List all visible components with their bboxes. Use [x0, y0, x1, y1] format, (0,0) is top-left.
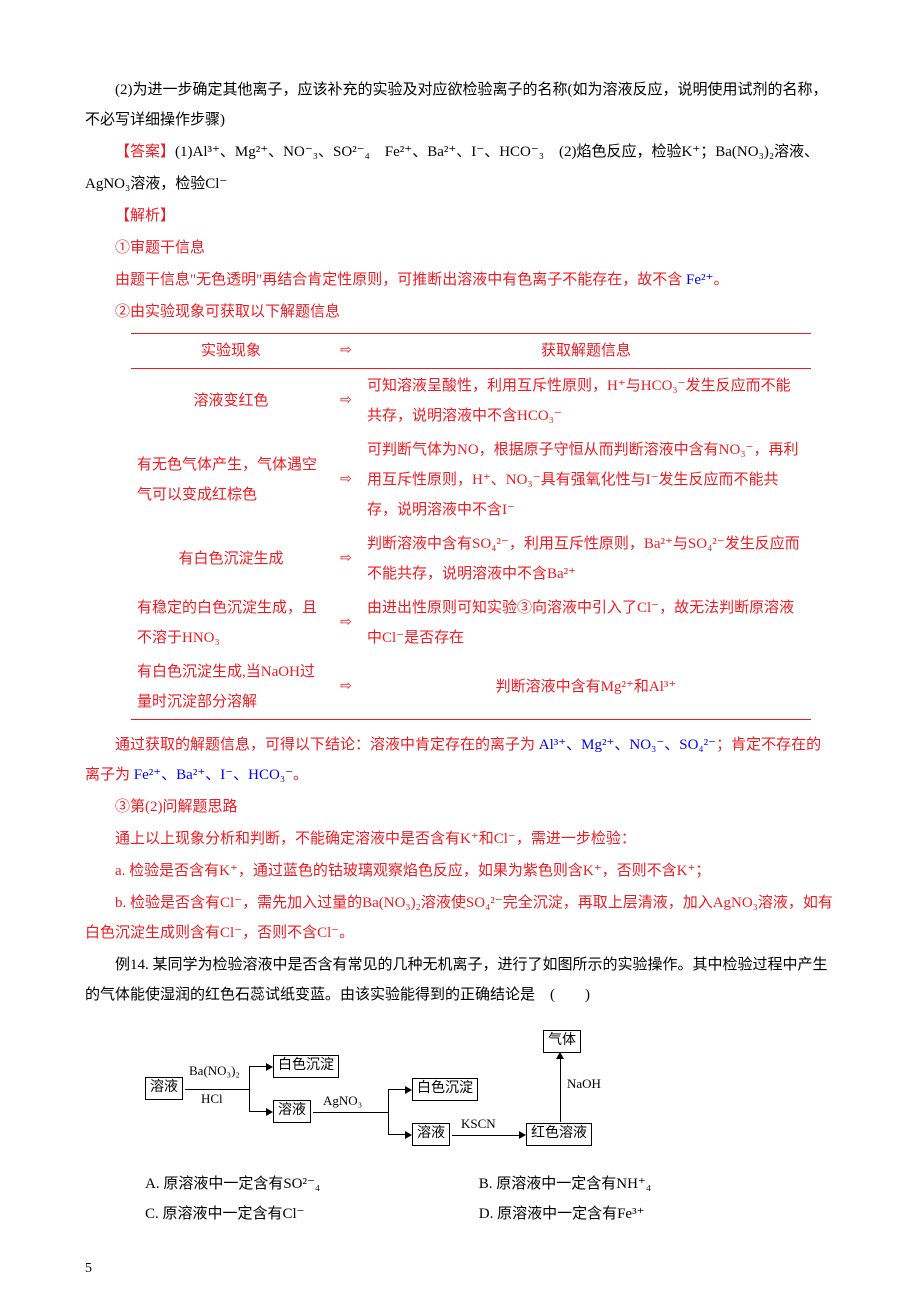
row4-left: 有白色沉淀生成,当NaOH过量时沉淀部分溶解: [131, 655, 331, 720]
flow-label-naoh: NaOH: [567, 1077, 601, 1091]
step1-fe-ion: Fe²⁺: [686, 272, 713, 288]
flow-split-bar: [388, 1089, 389, 1135]
flow-node-gas: 气体: [543, 1030, 581, 1053]
flow-arrow: [560, 1058, 561, 1122]
answer-line-2: AgNO₃溶液，检验Cl⁻: [85, 169, 835, 199]
flow-arrow: [249, 1111, 267, 1112]
flow-node-white-precip-1: 白色沉淀: [273, 1055, 339, 1078]
row2-right: 判断溶液中含有SO₄²⁻，利用互斥性原则，Ba²⁺与SO₄²⁻发生反应而不能共存…: [361, 527, 811, 591]
row3-arrow: ⇨: [331, 591, 361, 655]
flow-label-hcl: HCl: [201, 1092, 223, 1106]
flow-node-solution-3: 溶液: [412, 1123, 450, 1146]
step1-title: ①审题干信息: [85, 233, 835, 263]
flow-arrow: [388, 1089, 406, 1090]
row4-arrow: ⇨: [331, 655, 361, 720]
flow-label-bano3: Ba(NO₃)₂: [189, 1064, 240, 1078]
row2-left: 有白色沉淀生成: [131, 527, 331, 591]
question-2-text: (2)为进一步确定其他离子，应该补充的实验及对应欲检验离子的名称(如为溶液反应，…: [85, 75, 835, 135]
concl-a: 通过获取的解题信息，可得以下结论：溶液中肯定存在的离子为: [115, 737, 535, 753]
row3-left: 有稳定的白色沉淀生成，且不溶于HNO₃: [131, 591, 331, 655]
flow-split-bar: [249, 1066, 250, 1112]
example-14: 例14. 某同学为检验溶液中是否含有常见的几种无机离子，进行了如图所示的实验操作…: [85, 950, 835, 1010]
step3-title: ③第(2)问解题思路: [85, 792, 835, 822]
step1-body: 由题干信息"无色透明"再结合肯定性原则，可推断出溶液中有色离子不能存在，故不含 …: [85, 265, 835, 295]
row1-left: 有无色气体产生，气体遇空气可以变成红棕色: [131, 433, 331, 527]
hdr-left: 实验现象: [131, 334, 331, 369]
info-table: 实验现象 ⇨ 获取解题信息 溶液变红色 ⇨ 可知溶液呈酸性，利用互斥性原则，H⁺…: [131, 333, 811, 720]
step1-body-a: 由题干信息"无色透明"再结合肯定性原则，可推断出溶液中有色离子不能存在，故不含: [115, 272, 682, 288]
row0-right: 可知溶液呈酸性，利用互斥性原则，H⁺与HCO₃⁻发生反应而不能共存，说明溶液中不…: [361, 369, 811, 434]
flow-node-solution-2: 溶液: [273, 1100, 311, 1123]
analysis-label: 【解析】: [85, 201, 835, 231]
flow-label-kscn: KSCN: [461, 1117, 496, 1131]
hdr-arrow: ⇨: [331, 334, 361, 369]
row1-arrow: ⇨: [331, 433, 361, 527]
step3-a: a. 检验是否含有K⁺，通过蓝色的钴玻璃观察焰色反应，如果为紫色则含K⁺，否则不…: [85, 856, 835, 886]
flow-label-agno3: AgNO₃: [323, 1094, 362, 1108]
answer-content-1: (1)Al³⁺、Mg²⁺、NO⁻₃、SO²⁻₄ Fe²⁺、Ba²⁺、I⁻、HCO…: [175, 144, 819, 160]
row4-right: 判断溶液中含有Mg²⁺和Al³⁺: [361, 655, 811, 720]
flow-arrow: [452, 1135, 520, 1136]
step3-body: 通上以上现象分析和判断，不能确定溶液中是否含有K⁺和Cl⁻，需进一步检验：: [85, 824, 835, 854]
option-d: D. 原溶液中一定含有Fe³⁺: [449, 1199, 645, 1229]
row0-left: 溶液变红色: [131, 369, 331, 434]
flow-arrow: [388, 1134, 406, 1135]
options-row-1: A. 原溶液中一定含有SO²⁻₄ B. 原溶液中一定含有NH⁺₄: [85, 1169, 835, 1199]
flow-node-red-solution: 红色溶液: [526, 1123, 592, 1146]
step2-title: ②由实验现象可获取以下解题信息: [85, 297, 835, 327]
table-row: 有白色沉淀生成,当NaOH过量时沉淀部分溶解 ⇨ 判断溶液中含有Mg²⁺和Al³…: [131, 655, 811, 720]
flow-arrow: [249, 1066, 267, 1067]
row1-right: 可判断气体为NO，根据原子守恒从而判断溶液中含有NO₃⁻，再利用互斥性原则，H⁺…: [361, 433, 811, 527]
row2-arrow: ⇨: [331, 527, 361, 591]
option-a: A. 原溶液中一定含有SO²⁻₄: [115, 1169, 445, 1199]
table-row: 有稳定的白色沉淀生成，且不溶于HNO₃ ⇨ 由进出性原则可知实验③向溶液中引入了…: [131, 591, 811, 655]
table-header: 实验现象 ⇨ 获取解题信息: [131, 334, 811, 369]
option-b: B. 原溶液中一定含有NH⁺₄: [449, 1169, 651, 1199]
flow-node-solution: 溶液: [145, 1077, 183, 1100]
flow-arrow: [313, 1112, 388, 1113]
step3-b: b. 检验是否含有Cl⁻，需先加入过量的Ba(NO₃)₂溶液使SO₄²⁻完全沉淀…: [85, 888, 835, 948]
table-row: 有无色气体产生，气体遇空气可以变成红棕色 ⇨ 可判断气体为NO，根据原子守恒从而…: [131, 433, 811, 527]
option-c: C. 原溶液中一定含有Cl⁻: [115, 1199, 445, 1229]
concl-c: 。: [293, 767, 308, 783]
flow-node-white-precip-2: 白色沉淀: [412, 1078, 478, 1101]
answer-line-1: 【答案】(1)Al³⁺、Mg²⁺、NO⁻₃、SO²⁻₄ Fe²⁺、Ba²⁺、I⁻…: [85, 137, 835, 167]
flowchart: 溶液 Ba(NO₃)₂ HCl 白色沉淀 溶液 AgNO₃ 白色沉淀 溶液 KS…: [145, 1022, 705, 1157]
options-row-2: C. 原溶液中一定含有Cl⁻ D. 原溶液中一定含有Fe³⁺: [85, 1199, 835, 1229]
answer-label: 【答案】: [115, 144, 175, 160]
conclusion: 通过获取的解题信息，可得以下结论：溶液中肯定存在的离子为 Al³⁺、Mg²⁺、N…: [85, 730, 835, 790]
table-row: 有白色沉淀生成 ⇨ 判断溶液中含有SO₄²⁻，利用互斥性原则，Ba²⁺与SO₄²…: [131, 527, 811, 591]
flow-arrow: [185, 1089, 249, 1090]
concl-ions2: Fe²⁺、Ba²⁺、I⁻、HCO₃⁻: [134, 767, 293, 783]
row0-arrow: ⇨: [331, 369, 361, 434]
step1-body-b: 。: [713, 272, 728, 288]
table-row: 溶液变红色 ⇨ 可知溶液呈酸性，利用互斥性原则，H⁺与HCO₃⁻发生反应而不能共…: [131, 369, 811, 434]
page-number: 5: [85, 1255, 92, 1283]
row3-right: 由进出性原则可知实验③向溶液中引入了Cl⁻，故无法判断原溶液中Cl⁻是否存在: [361, 591, 811, 655]
hdr-right: 获取解题信息: [361, 334, 811, 369]
concl-ions1: Al³⁺、Mg²⁺、NO₃⁻、SO₄²⁻: [539, 737, 716, 753]
